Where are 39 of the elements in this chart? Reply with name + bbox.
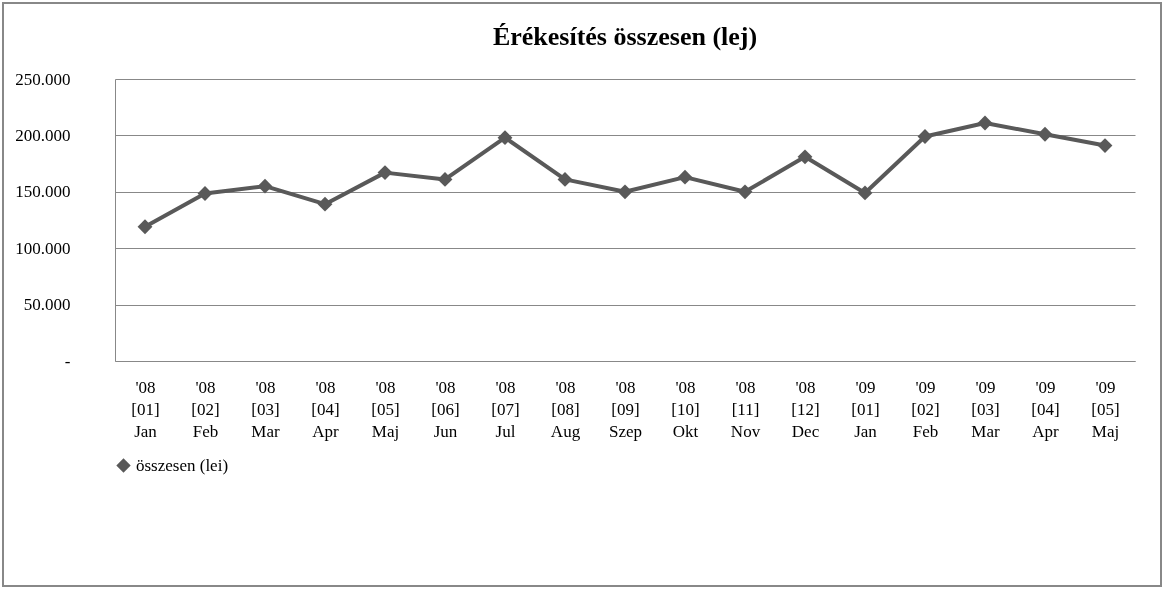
x-tick-label: '08 [09] Szep [608,377,643,441]
legend-label: összesen (lei) [136,455,229,475]
y-tick-label: 50.000 [23,295,71,315]
point [437,171,453,187]
point [617,184,633,200]
point [497,130,513,146]
point [857,185,873,201]
point [977,115,993,131]
x-tick-label: '08 [05] Maj [371,377,400,441]
x-tick-label: '08 [01] Jan [131,377,160,441]
point [557,171,573,187]
chart-title: Érékesítés összesen (lej) [492,22,758,51]
point [1037,126,1053,142]
x-tick-label: '09 [05] Maj [1091,377,1120,441]
x-tick-label: '09 [01] Jan [851,377,880,441]
y-tick-label: 250.000 [15,69,71,89]
x-tick-label: '08 [07] Jul [491,377,520,441]
x-tick-label: '08 [11] Nov [730,377,761,441]
y-tick-label: 200.000 [15,125,71,145]
point [317,196,333,212]
y-tick-label: 150.000 [15,182,71,202]
y-tick-label: - [64,351,71,371]
x-tick-label: '08 [10] Okt [671,377,700,441]
x-tick-label: '08 [02] Feb [191,377,220,441]
x-tick-label: '09 [03] Mar [971,377,1000,441]
x-tick-label: '08 [06] Jun [431,377,460,441]
x-tick-label: '08 [12] Dec [791,377,820,441]
point [677,169,693,185]
x-tick-label: '09 [04] Apr [1031,377,1060,441]
x-tick-label: '08 [03] Mar [251,377,280,441]
point [797,149,813,165]
y-tick-label: 100.000 [15,238,71,258]
point [137,219,153,235]
point [257,178,273,194]
x-tick-label: '09 [02] Feb [911,377,940,441]
point [737,184,753,200]
point [377,165,393,181]
x-tick-label: '08 [08] Aug [550,377,581,441]
x-tick-label: '08 [04] Apr [311,377,340,441]
